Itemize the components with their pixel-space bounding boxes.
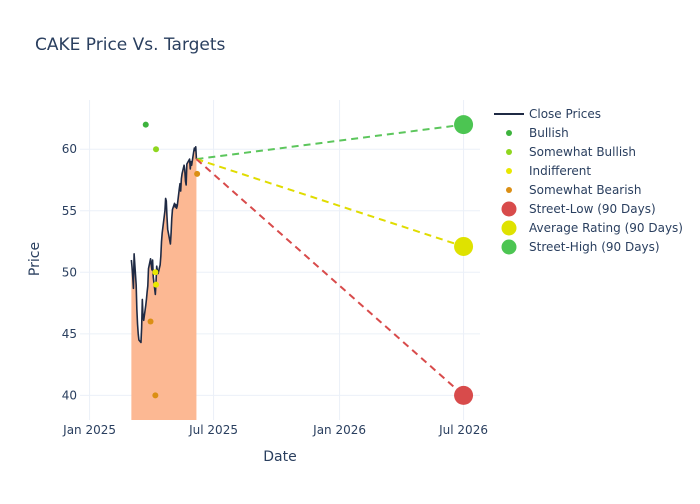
y-tick-label: 50 xyxy=(62,265,77,279)
legend-swatch-marker xyxy=(501,220,517,236)
rating-point-indifferent xyxy=(152,269,159,276)
y-tick-label: 60 xyxy=(62,142,77,156)
x-tick-label: Jul 2025 xyxy=(188,423,238,437)
legend-label: Street-High (90 Days) xyxy=(529,240,660,254)
y-tick-label: 45 xyxy=(62,327,77,341)
tick-labels-layer: 40 45 50 55 60 Jan 2025 Jul 2025 Jan 2026 Jul 20… xyxy=(62,142,488,437)
target-marker-street-high xyxy=(454,115,474,135)
area-layer xyxy=(131,146,197,420)
line-layer xyxy=(130,145,198,344)
legend-item-street-high: Street-High (90 Days) xyxy=(501,239,660,255)
legend-label: Somewhat Bullish xyxy=(529,145,636,159)
target-lines-layer xyxy=(195,115,474,405)
rating-point-bullish xyxy=(142,121,149,128)
x-axis-title: Date xyxy=(263,449,296,465)
legend: Close Prices Bullish Somewhat Bullish Indif… xyxy=(494,107,683,255)
x-tick-label: Jan 2025 xyxy=(62,423,116,437)
legend-label: Street-Low (90 Days) xyxy=(529,202,656,216)
legend-item-indifferent: Indifferent xyxy=(506,164,591,178)
legend-swatch-dot xyxy=(506,130,512,136)
target-marker-street-low xyxy=(454,385,474,405)
rating-point-indifferent xyxy=(153,281,160,288)
legend-swatch-dot xyxy=(506,187,512,193)
legend-item-bullish: Bullish xyxy=(506,126,569,140)
legend-swatch-dot xyxy=(506,168,512,174)
x-tick-label: Jul 2026 xyxy=(438,423,488,437)
close-price-area xyxy=(131,146,197,420)
legend-label: Somewhat Bearish xyxy=(529,183,641,197)
legend-item-street-low: Street-Low (90 Days) xyxy=(501,201,656,217)
legend-label: Indifferent xyxy=(529,164,591,178)
chart-title: CAKE Price Vs. Targets xyxy=(35,35,226,55)
legend-item-average: Average Rating (90 Days) xyxy=(501,220,683,236)
legend-item-close: Close Prices xyxy=(494,107,601,121)
legend-item-somewhat-bearish: Somewhat Bearish xyxy=(506,183,641,197)
rating-point-somewhat-bearish xyxy=(194,170,201,177)
rating-points-layer xyxy=(142,121,201,399)
legend-swatch-dot xyxy=(506,149,512,155)
rating-point-somewhat-bullish xyxy=(153,146,160,153)
legend-swatch-marker xyxy=(501,201,517,217)
target-line-street-high xyxy=(196,123,464,161)
legend-label: Average Rating (90 Days) xyxy=(529,221,683,235)
x-tick-label: Jan 2026 xyxy=(312,423,366,437)
y-axis-title: Price xyxy=(27,242,43,276)
y-tick-label: 55 xyxy=(62,204,77,218)
legend-label: Bullish xyxy=(529,126,569,140)
rating-point-somewhat-bearish xyxy=(147,318,154,325)
legend-swatch-marker xyxy=(501,239,517,255)
y-tick-label: 40 xyxy=(62,388,77,402)
legend-item-somewhat-bullish: Somewhat Bullish xyxy=(506,145,636,159)
rating-point-somewhat-bearish xyxy=(152,392,159,399)
legend-label: Close Prices xyxy=(529,107,601,121)
close-price-line xyxy=(130,145,198,344)
target-line-average xyxy=(196,158,464,248)
target-marker-average xyxy=(454,236,474,256)
